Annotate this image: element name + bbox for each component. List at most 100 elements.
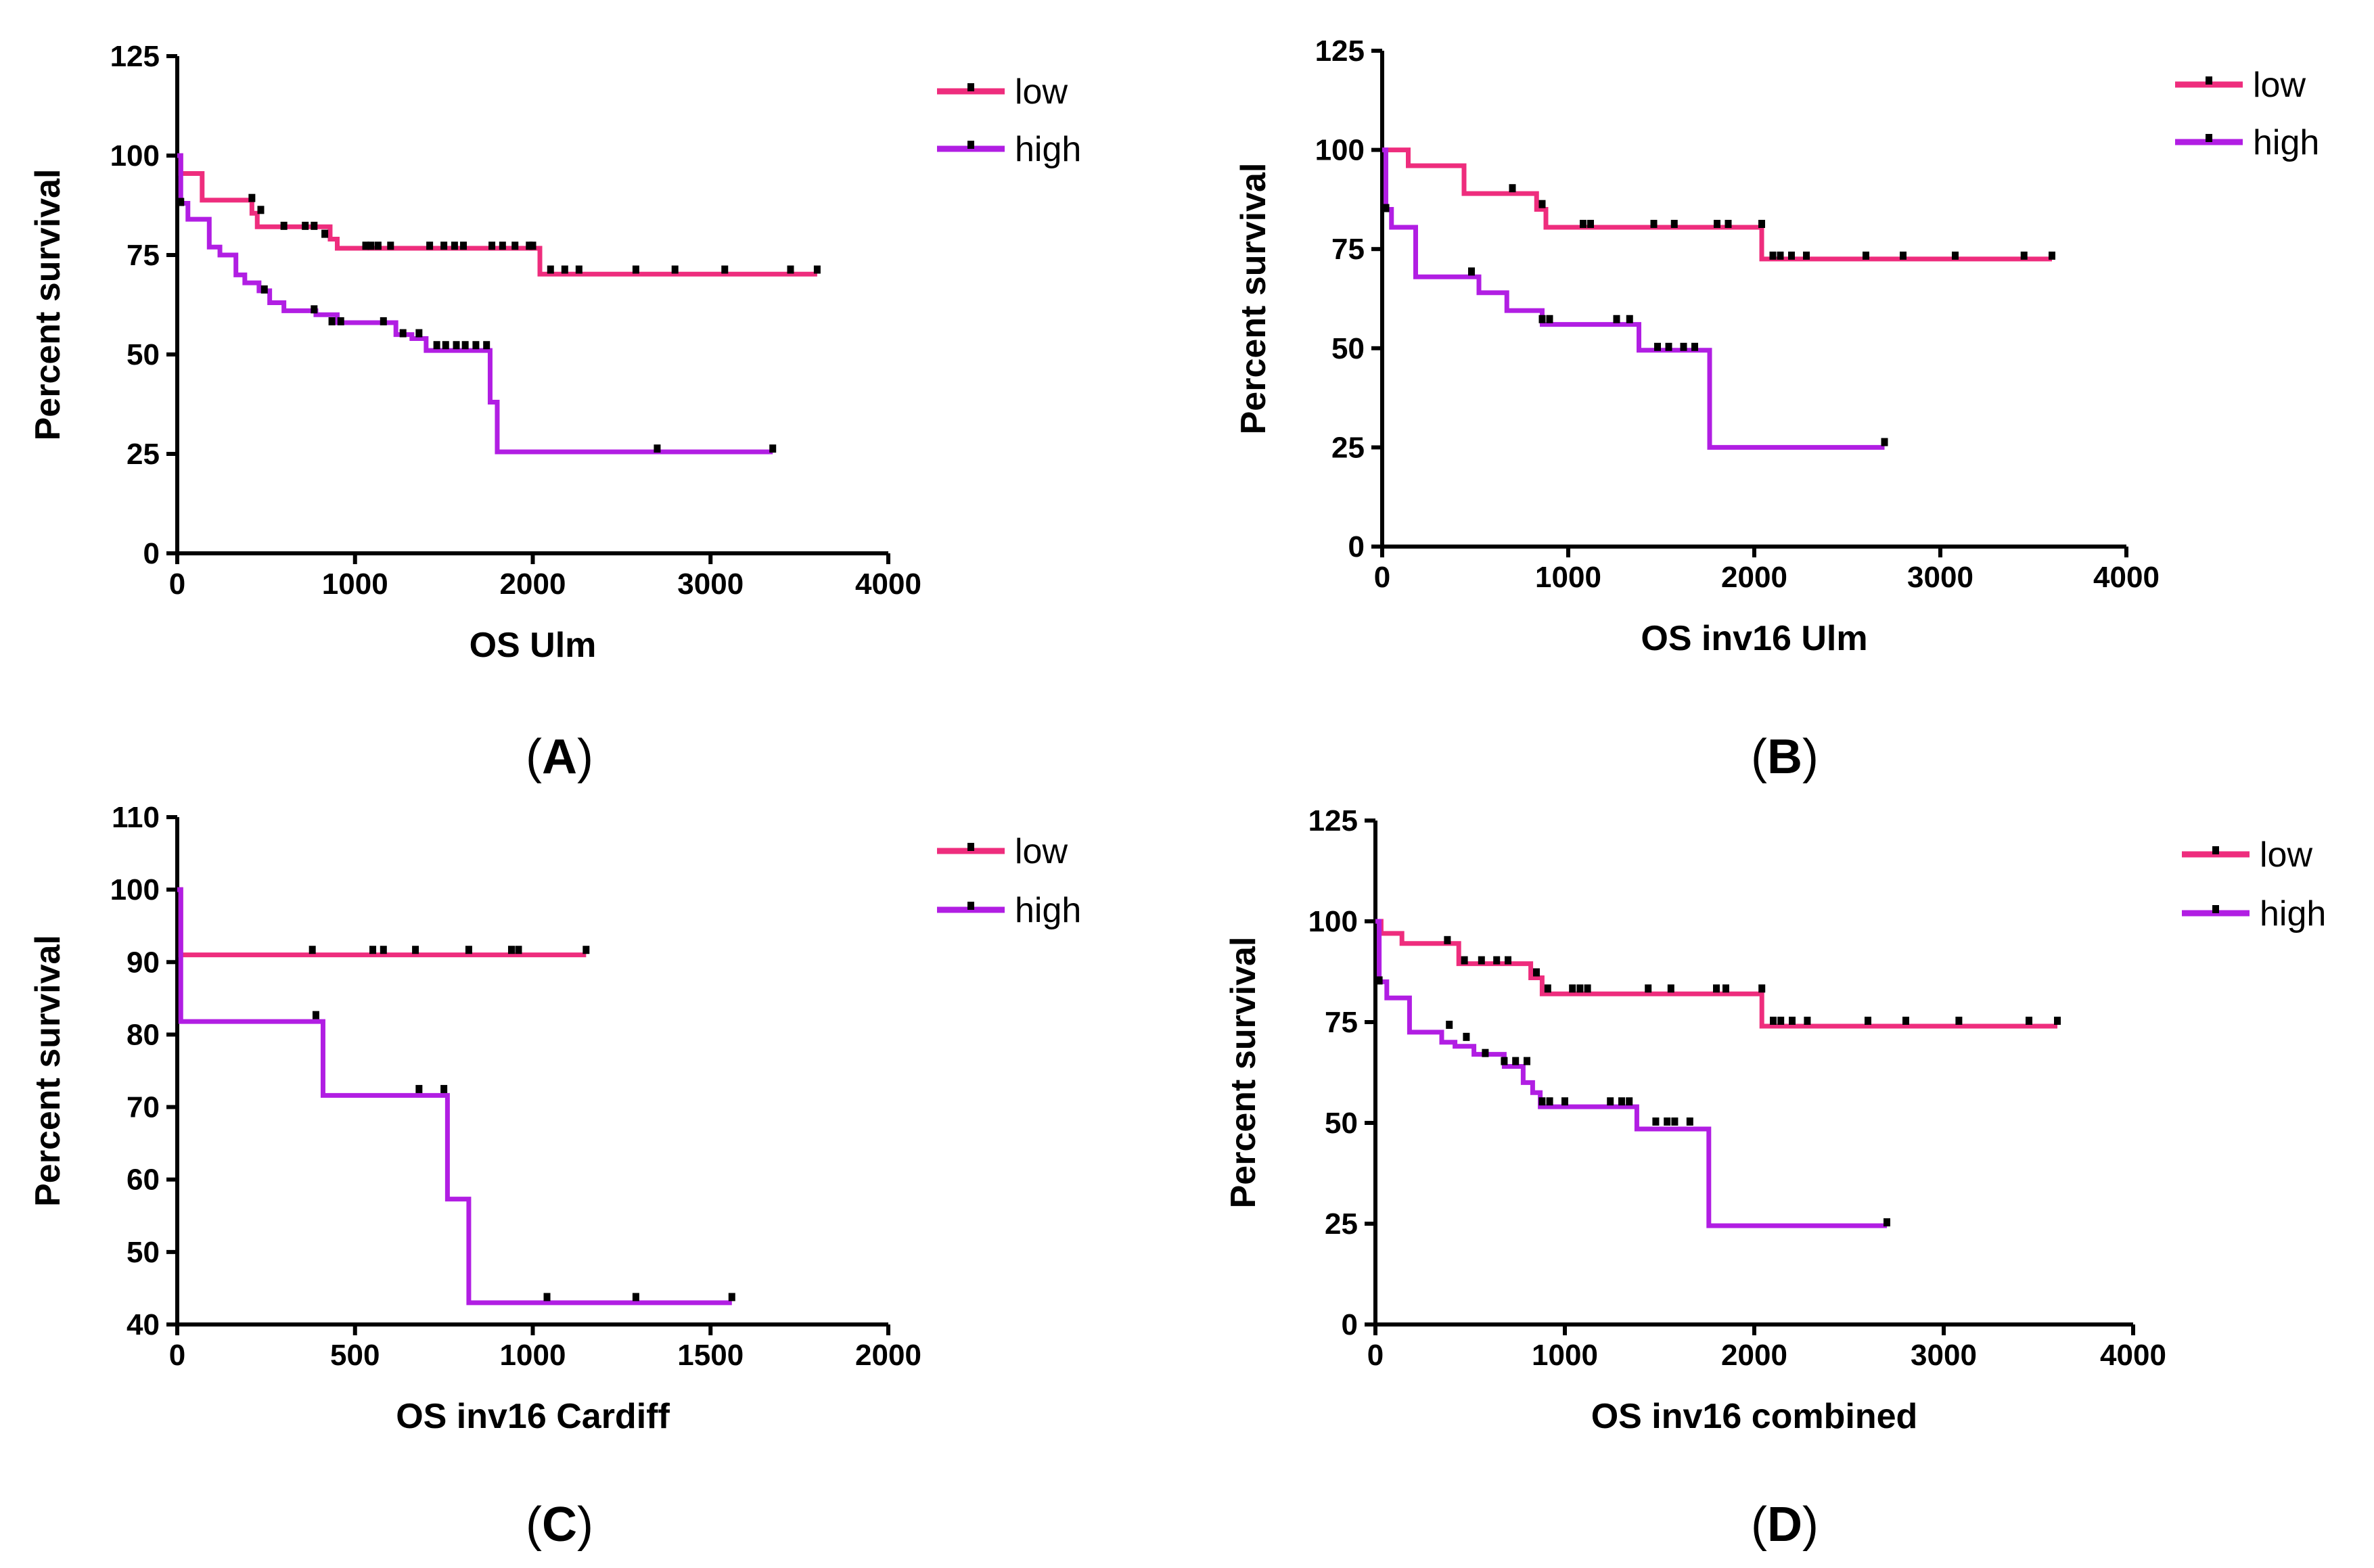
censor-mark-high [415, 329, 423, 338]
y-tick-label: 125 [1308, 804, 1358, 837]
x-tick-label: 1000 [1535, 561, 1601, 594]
censor-mark-low [1777, 251, 1784, 260]
censor-mark-low [1713, 984, 1720, 993]
censor-mark-low [451, 241, 458, 250]
censor-mark-low [280, 221, 288, 230]
censor-mark-low [257, 206, 265, 214]
x-tick-label: 1000 [1532, 1339, 1598, 1372]
panel-letter: D [1767, 1498, 1802, 1552]
legend-label-low: low [1015, 72, 1068, 112]
censor-mark-low [499, 241, 506, 250]
censor-mark-low [1788, 251, 1795, 260]
legend-label-low: low [2260, 835, 2312, 875]
censor-mark-high [1375, 976, 1383, 985]
legend-marker-high [2212, 905, 2219, 913]
censor-mark-low [367, 241, 375, 250]
y-tick-label: 100 [1308, 905, 1358, 938]
censor-mark-low [1493, 956, 1501, 965]
x-tick-label: 4000 [2100, 1339, 2166, 1372]
y-tick-label: 75 [1325, 1006, 1358, 1039]
y-tick-label: 100 [110, 139, 160, 172]
legend-label-high: high [2253, 123, 2319, 162]
x-tick-label: 3000 [1907, 561, 1973, 594]
x-tick-label: 0 [1367, 1339, 1384, 1372]
censor-mark-low [1569, 984, 1576, 993]
censor-mark-high [433, 341, 440, 350]
x-tick-label: 500 [330, 1339, 380, 1372]
x-tick-label: 2000 [855, 1339, 921, 1372]
panel-c: 40 50 60 70 80 90 100 110 0 500 1000 1500 2000 OS inv… [28, 801, 1081, 1552]
legend-label-low: low [2253, 66, 2306, 105]
censor-mark-high [337, 317, 344, 325]
censor-mark-high [1382, 204, 1390, 212]
censor-mark-low [721, 265, 729, 274]
censor-mark-high [442, 341, 449, 350]
legend-marker-high [967, 902, 974, 910]
legend-marker-high [2206, 134, 2212, 142]
censor-mark-high [1691, 342, 1698, 351]
censor-mark-low [547, 265, 554, 274]
censor-mark-low [787, 265, 794, 274]
censor-mark-high [177, 198, 185, 206]
censor-mark-high [1446, 1020, 1453, 1029]
panel-b: 0 25 50 75 100 125 0 1000 2000 3000 4000 OS inv16 U… [1234, 34, 2319, 784]
censor-mark-high [1881, 438, 1888, 446]
y-tick-label: 70 [127, 1091, 160, 1124]
censor-mark-high [1607, 1097, 1614, 1106]
censor-mark-low [1670, 220, 1678, 229]
censor-mark-low [1576, 984, 1584, 993]
censor-mark-high [260, 285, 268, 294]
censor-mark-low [515, 946, 522, 954]
y-tick-label: 125 [1315, 34, 1365, 68]
panel-a: 0 25 50 75 100 125 0 1000 2000 3000 4000 OS Ulm Perc… [28, 40, 1081, 784]
panel-d: 0 25 50 75 100 125 0 1000 2000 3000 4000 OS inv16 c… [1224, 804, 2326, 1552]
panel-letter: A [542, 730, 577, 784]
series-low-line [1382, 147, 2052, 262]
series-high-line [177, 153, 773, 455]
censor-mark-high [1482, 1048, 1489, 1057]
x-tick-label: 3000 [1911, 1339, 1977, 1372]
censor-mark-high [440, 1084, 448, 1093]
censor-mark-low [1902, 1017, 1909, 1025]
panel-label: (D) [1751, 1498, 1819, 1552]
y-tick-label: 50 [127, 1236, 160, 1269]
y-tick-label: 50 [127, 338, 160, 371]
legend-label-low: low [1015, 832, 1068, 871]
y-tick-label: 25 [127, 438, 160, 471]
censor-mark-low [1667, 984, 1674, 993]
censor-mark-low [1533, 968, 1540, 977]
x-tick-label: 4000 [2093, 561, 2160, 594]
censor-mark-low [248, 193, 256, 202]
y-tick-label: 0 [143, 537, 160, 570]
censor-mark-low [583, 946, 590, 954]
censor-mark-high [1671, 1117, 1679, 1126]
censor-mark-low [412, 946, 419, 954]
censor-mark-high [1626, 315, 1633, 323]
x-tick-label: 1500 [677, 1339, 744, 1372]
censor-mark-low [362, 241, 369, 250]
censor-mark-low [1509, 184, 1516, 193]
y-axis-title: Percent survival [28, 935, 68, 1207]
censor-mark-low [1650, 220, 1658, 229]
y-tick-label: 60 [127, 1163, 160, 1197]
censor-mark-low [387, 241, 394, 250]
y-tick-label: 75 [1331, 233, 1365, 266]
censor-mark-low [465, 946, 472, 954]
censor-mark-high [453, 341, 460, 350]
censor-mark-high [312, 1011, 319, 1019]
censor-mark-high [1561, 1097, 1568, 1106]
y-tick-label: 0 [1348, 530, 1365, 563]
y-tick-label: 100 [1315, 134, 1365, 167]
censor-mark-low [380, 946, 387, 954]
censor-mark-high [461, 341, 469, 350]
censor-mark-high [380, 317, 387, 325]
y-tick-label: 50 [1325, 1107, 1358, 1140]
x-tick-label: 4000 [855, 568, 921, 601]
censor-mark-high [543, 1293, 551, 1301]
censor-mark-high [1665, 342, 1672, 351]
censor-mark-low [1758, 984, 1766, 993]
censor-mark-low [1645, 984, 1652, 993]
censor-mark-high [1468, 267, 1475, 276]
censor-mark-low [1777, 1017, 1785, 1025]
